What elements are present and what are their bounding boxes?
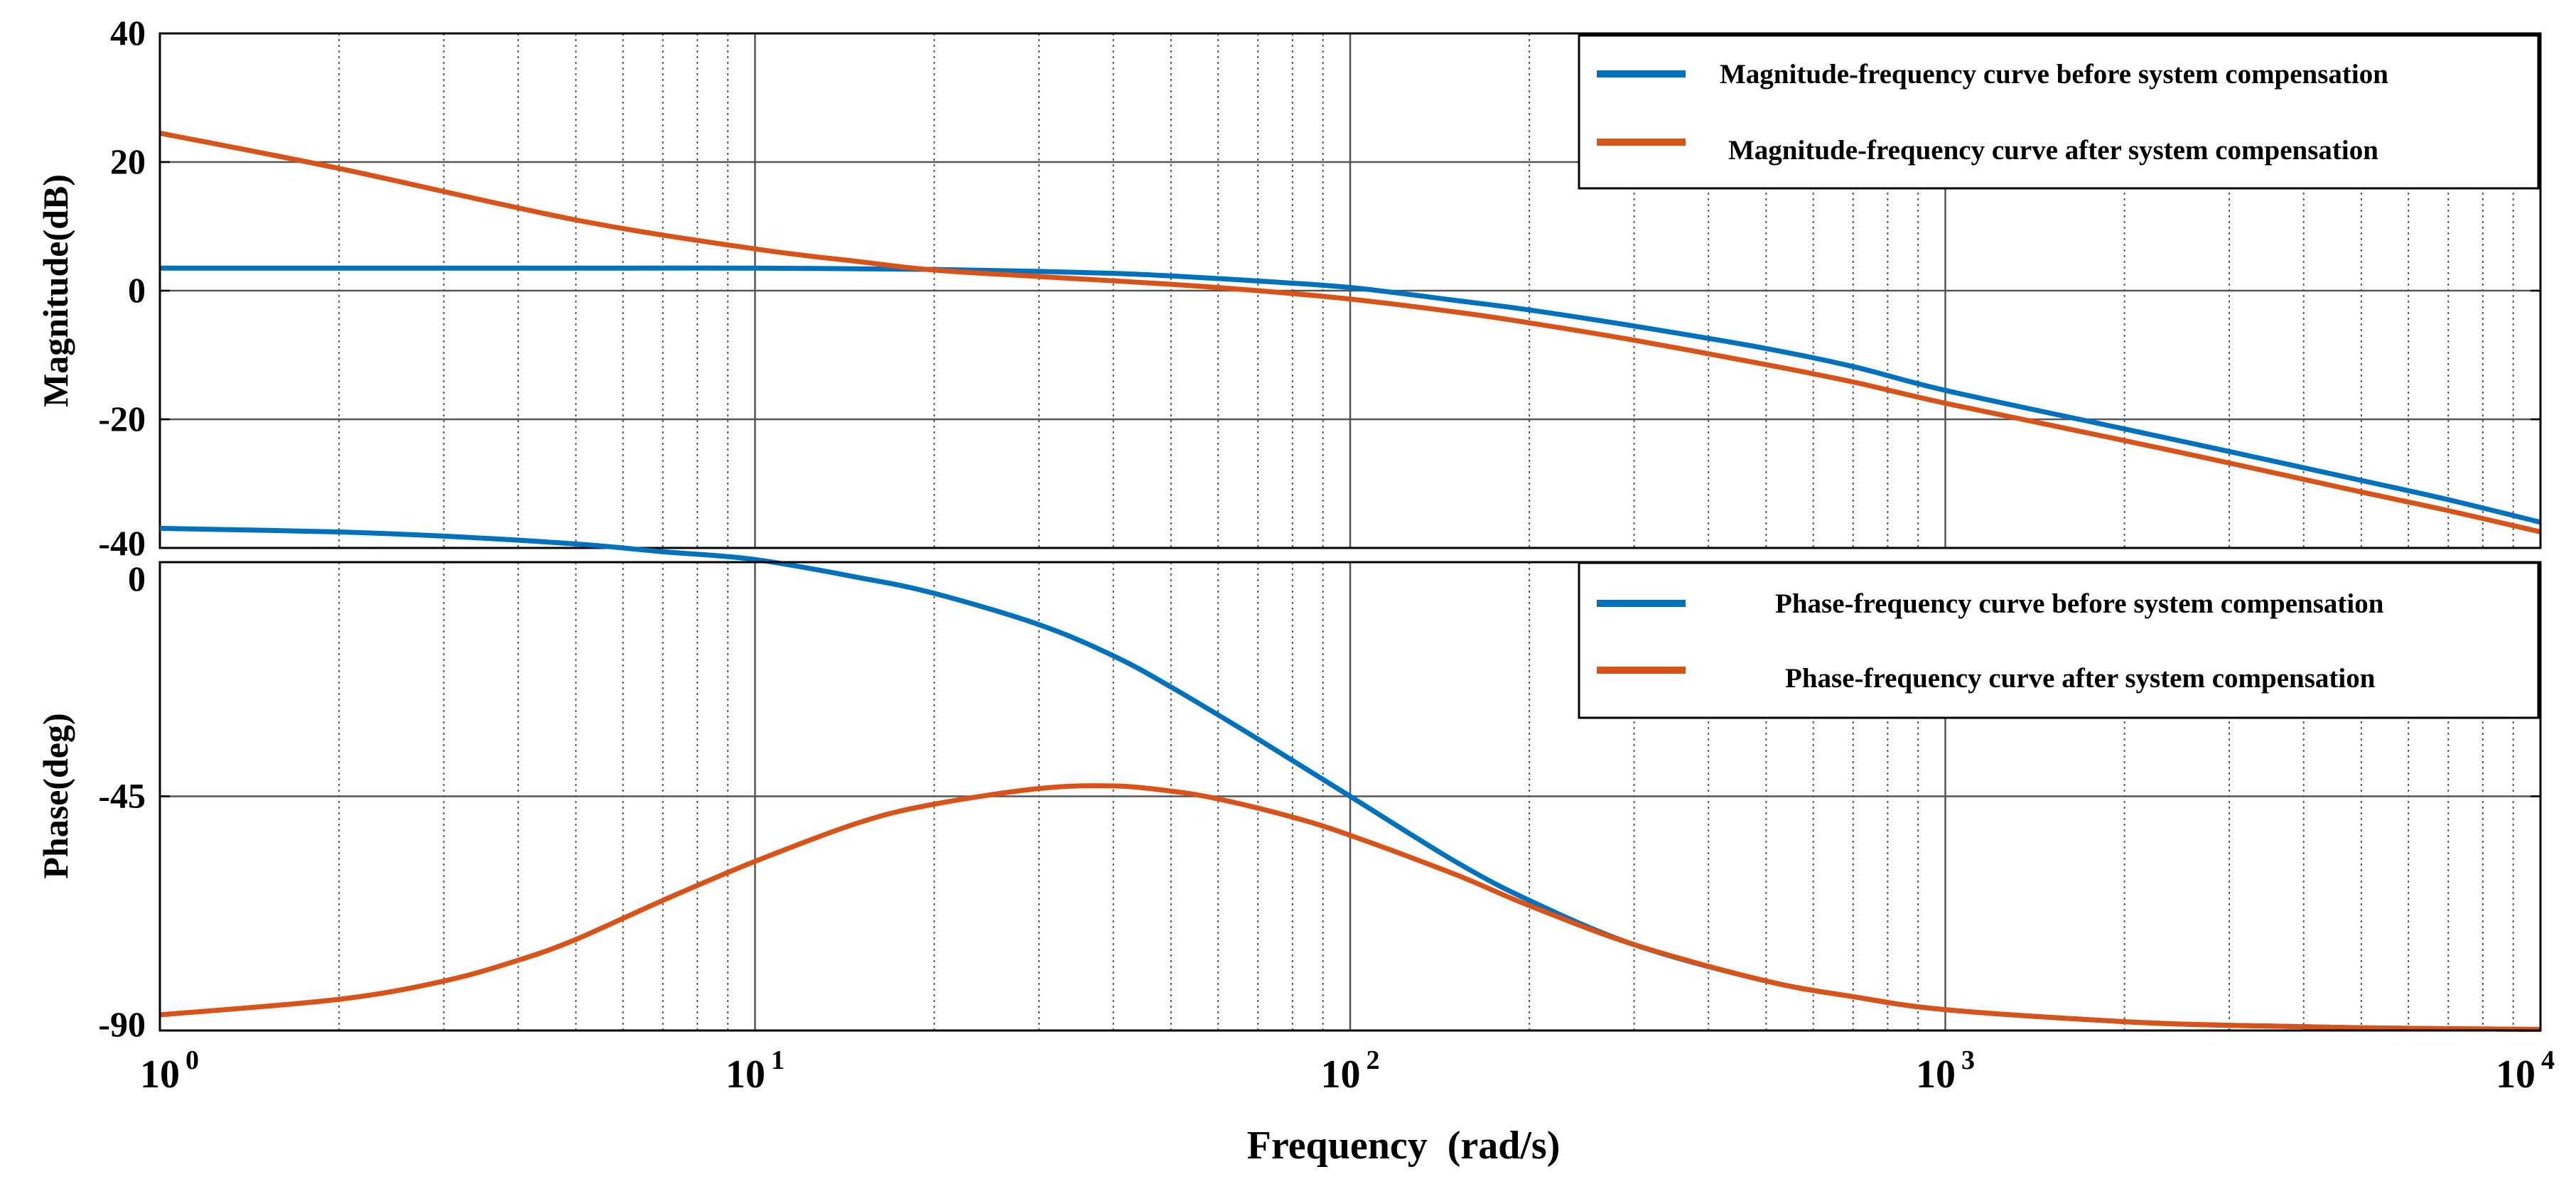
magnitude-legend-label-after: Magnitude-frequency curve after system c… — [1728, 135, 2378, 166]
phase-legend-label-after: Phase-frequency curve after system compe… — [1785, 663, 2376, 694]
phase-series-after-line — [159, 783, 2541, 1032]
magnitude-y-axis-label: Magnitude(dB) — [36, 174, 75, 407]
x-tick-label: 10 3 — [1916, 1045, 1975, 1097]
x-axis-label: Frequency (rad/s) — [1247, 1124, 1561, 1168]
frequency-x-ticks: 10 0 10 1 10 2 10 3 10 4 — [140, 1045, 2555, 1097]
phase-y-tick-label: -45 — [98, 776, 146, 816]
magnitude-series-after-line — [159, 130, 2541, 534]
magnitude-y-tick-label: -20 — [98, 399, 146, 438]
magnitude-panel: -40 -20 0 20 40 Magnitude(dB) Magnitude-freq… — [36, 13, 2542, 563]
magnitude-legend-box — [1578, 34, 2540, 190]
phase-y-tick-label: 0 — [128, 559, 146, 598]
magnitude-y-tick-label: 0 — [128, 270, 146, 310]
phase-series-lines — [159, 525, 2541, 1032]
phase-y-tick-label: -90 — [98, 1004, 146, 1044]
x-tick-label: 10 2 — [1321, 1045, 1380, 1097]
magnitude-series-before-line — [160, 265, 2541, 525]
phase-legend: Phase-frequency curve before system comp… — [1578, 561, 2540, 719]
magnitude-y-tick-label: 20 — [110, 141, 146, 181]
magnitude-legend: Magnitude-frequency curve before system … — [1578, 34, 2540, 190]
phase-panel: 0 -45 -90 10 0 10 1 10 2 10 3 10 4 Phase(deg) Frequ… — [36, 525, 2555, 1168]
phase-legend-label-before: Phase-frequency curve before system comp… — [1775, 588, 2384, 619]
phase-y-ticks: 0 -45 -90 — [98, 559, 2540, 1044]
phase-legend-box — [1578, 561, 2540, 719]
magnitude-y-tick-label: 40 — [110, 13, 146, 53]
magnitude-series-lines — [159, 130, 2541, 534]
x-tick-label: 10 4 — [2496, 1045, 2555, 1097]
magnitude-y-ticks: -40 -20 0 20 40 — [98, 13, 2540, 563]
x-tick-label: 10 0 — [140, 1045, 199, 1097]
x-tick-label: 10 1 — [726, 1045, 785, 1097]
magnitude-y-tick-label: -40 — [98, 523, 146, 563]
magnitude-legend-label-before: Magnitude-frequency curve before system … — [1720, 59, 2388, 90]
phase-y-axis-label: Phase(deg) — [36, 713, 75, 878]
